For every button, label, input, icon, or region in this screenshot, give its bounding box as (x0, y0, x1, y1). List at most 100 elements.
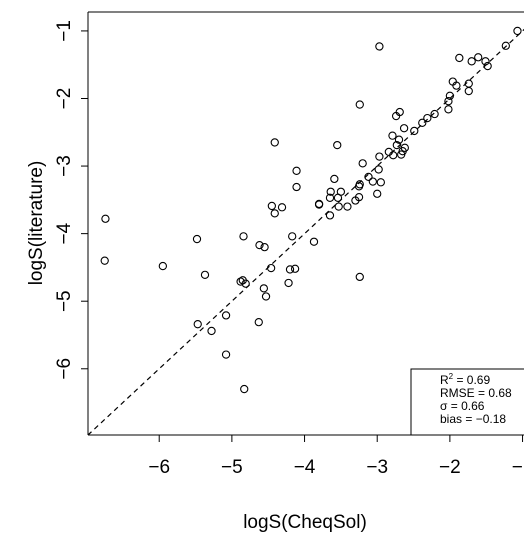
data-point (314, 199, 324, 209)
data-point (364, 172, 373, 182)
data-point (255, 240, 264, 250)
data-point (501, 41, 510, 50)
data-point (333, 140, 342, 150)
data-point (193, 320, 202, 329)
data-point (444, 97, 453, 106)
stats-line: σ = 0.66 (440, 399, 485, 413)
data-point (266, 263, 276, 273)
identity-reference-line (88, 28, 524, 435)
data-point (481, 57, 490, 66)
data-point (288, 232, 297, 241)
data-point (158, 261, 167, 271)
data-point (309, 237, 319, 246)
data-point (343, 202, 352, 211)
data-point (455, 53, 464, 63)
data-point (221, 311, 231, 320)
data-point (254, 318, 263, 327)
stats-label: RMSE (440, 386, 475, 400)
data-point (389, 151, 398, 160)
stats-label: R (440, 373, 449, 387)
data-point (452, 81, 461, 90)
data-point (445, 91, 455, 100)
data-point (399, 124, 409, 133)
data-point (373, 189, 382, 198)
data-point (355, 180, 364, 189)
data-point (239, 232, 248, 241)
data-point (200, 270, 210, 280)
stats-label: bias (440, 412, 462, 426)
data-point (418, 118, 427, 127)
data-point (388, 131, 397, 140)
data-point (430, 109, 439, 119)
data-point (376, 178, 385, 187)
x-tick-label: −4 (294, 457, 316, 478)
data-point (221, 350, 231, 359)
x-axis-label: logS(CheqSol) (243, 512, 367, 533)
x-tick-label: −6 (148, 457, 170, 478)
stats-line: RMSE = 0.68 (440, 386, 512, 400)
data-point (267, 201, 276, 211)
stats-line: bias = −0.18 (440, 412, 506, 426)
data-point (285, 265, 295, 274)
data-point (355, 100, 364, 109)
stats-value: = 0.68 (475, 386, 512, 400)
data-point (358, 159, 367, 168)
data-point (270, 209, 279, 218)
data-point (330, 174, 339, 184)
y-axis-label: logS(literature) (26, 161, 47, 286)
data-point (375, 152, 384, 161)
data-point (400, 143, 409, 152)
data-point (395, 107, 404, 117)
data-point (334, 202, 343, 211)
stats-superscript: 2 (449, 372, 454, 381)
data-point (207, 326, 216, 336)
data-point (374, 165, 383, 174)
stats-box-frame (410, 368, 524, 436)
data-point (236, 277, 245, 286)
data-point (392, 140, 401, 150)
x-tick-label: −3 (366, 457, 388, 478)
data-point (423, 113, 432, 123)
data-point (354, 192, 364, 202)
data-point (375, 42, 384, 51)
stats-line: R2 = 0.69 (440, 372, 490, 387)
y-tick-label: −6 (54, 358, 75, 380)
data-point (260, 243, 269, 252)
data-point (192, 234, 202, 244)
data-point (394, 135, 404, 144)
data-point (277, 203, 287, 212)
y-tick-label: −2 (54, 88, 75, 110)
stats-value: = −0.18 (462, 412, 506, 426)
x-tick-label: −2 (439, 457, 461, 478)
data-point (467, 57, 476, 66)
x-tick-label: −1 (512, 457, 524, 478)
y-tick-label: −4 (54, 222, 75, 244)
data-point (483, 61, 492, 71)
y-tick-label: −1 (54, 20, 75, 42)
data-point (355, 272, 364, 282)
data-point (292, 182, 301, 192)
data-point (241, 279, 250, 288)
data-point (336, 187, 346, 196)
data-point (325, 193, 335, 202)
y-tick-label: −5 (54, 290, 75, 312)
data-point (284, 278, 293, 288)
data-point (270, 138, 279, 147)
data-point (259, 284, 269, 293)
data-point (325, 211, 335, 220)
data-point (474, 53, 483, 62)
data-point (101, 214, 110, 223)
data-point (100, 256, 109, 265)
data-point (290, 264, 300, 273)
stats-value: = 0.69 (453, 373, 490, 387)
data-point (513, 26, 522, 36)
data-point (410, 126, 419, 136)
stats-label: σ (440, 399, 448, 413)
data-point (292, 166, 301, 175)
stats-value: = 0.66 (447, 399, 484, 413)
y-tick-label: −3 (54, 155, 75, 177)
x-tick-label: −5 (221, 457, 243, 478)
data-point (326, 187, 335, 196)
